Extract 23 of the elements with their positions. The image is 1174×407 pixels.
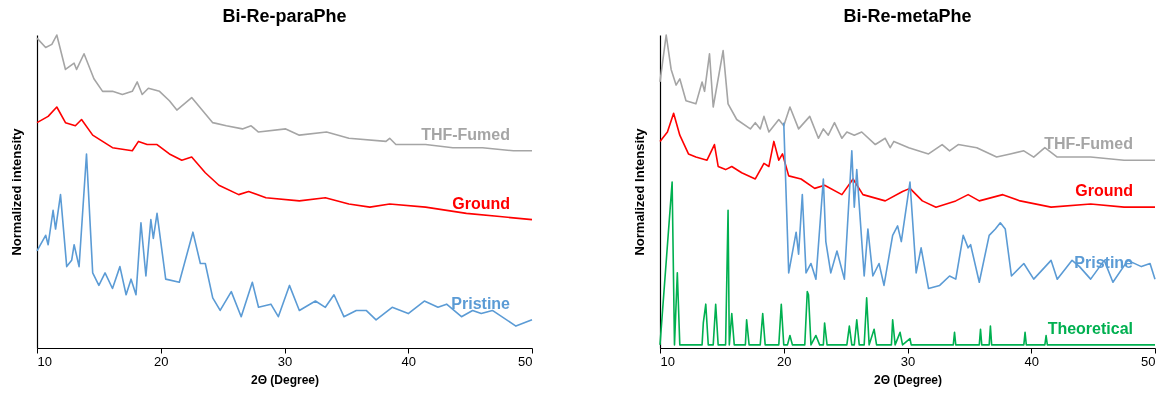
chart-title: Bi-Re-paraPhe: [222, 6, 347, 27]
series-label: Pristine: [1074, 254, 1134, 272]
y-axis-title: Normalized Intensity: [631, 127, 647, 256]
x-tick-label: 10: [660, 353, 675, 369]
chart-title: Bi-Re-metaPhe: [843, 6, 972, 27]
series-label: Ground: [452, 194, 510, 212]
x-tick-label: 50: [1141, 353, 1156, 369]
x-tick-label: 50: [518, 353, 533, 369]
series-label: THF-Fumed: [1044, 135, 1133, 153]
series-label: Ground: [1075, 182, 1133, 200]
x-tick-label: 20: [154, 353, 169, 369]
series-label: Pristine: [451, 294, 511, 312]
y-axis-title: Normalized intensity: [8, 127, 24, 256]
x-tick-label: 40: [401, 353, 416, 369]
x-axis-title: 2Θ (Degree): [250, 372, 320, 387]
x-tick-label: 20: [777, 353, 792, 369]
x-tick-label: 30: [277, 353, 293, 369]
series-label: Theoretical: [1047, 319, 1133, 337]
series-label: THF-Fumed: [421, 125, 510, 143]
x-tick-label: 30: [900, 353, 916, 369]
x-tick-label: 40: [1024, 353, 1039, 369]
x-axis-title: 2Θ (Degree): [873, 372, 943, 387]
x-tick-label: 10: [37, 353, 52, 369]
